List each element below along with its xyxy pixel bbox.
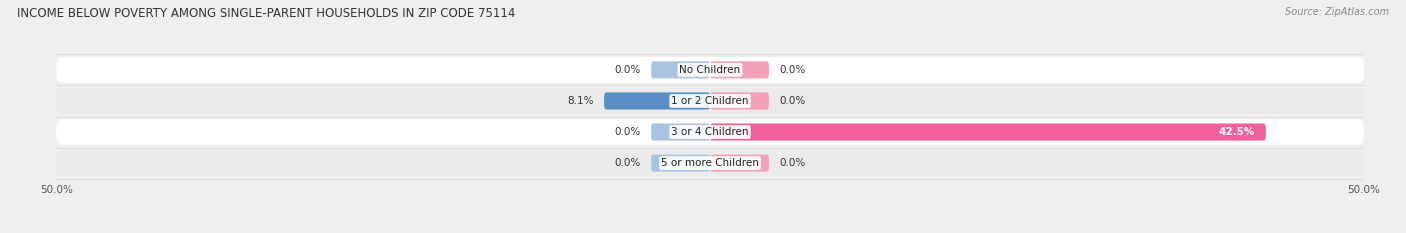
FancyBboxPatch shape	[605, 93, 710, 110]
FancyBboxPatch shape	[56, 119, 1364, 145]
Text: 0.0%: 0.0%	[779, 65, 806, 75]
Text: 42.5%: 42.5%	[1219, 127, 1256, 137]
FancyBboxPatch shape	[56, 88, 1364, 114]
Text: 0.0%: 0.0%	[779, 96, 806, 106]
Text: 5 or more Children: 5 or more Children	[661, 158, 759, 168]
FancyBboxPatch shape	[651, 61, 710, 79]
Text: 0.0%: 0.0%	[614, 65, 641, 75]
FancyBboxPatch shape	[710, 154, 769, 172]
Text: Source: ZipAtlas.com: Source: ZipAtlas.com	[1285, 7, 1389, 17]
Text: 0.0%: 0.0%	[779, 158, 806, 168]
Text: 8.1%: 8.1%	[567, 96, 593, 106]
FancyBboxPatch shape	[651, 123, 710, 140]
FancyBboxPatch shape	[710, 123, 1265, 140]
Text: INCOME BELOW POVERTY AMONG SINGLE-PARENT HOUSEHOLDS IN ZIP CODE 75114: INCOME BELOW POVERTY AMONG SINGLE-PARENT…	[17, 7, 515, 20]
Text: 0.0%: 0.0%	[614, 158, 641, 168]
Text: 0.0%: 0.0%	[614, 127, 641, 137]
FancyBboxPatch shape	[56, 150, 1364, 176]
FancyBboxPatch shape	[651, 154, 710, 172]
FancyBboxPatch shape	[710, 61, 769, 79]
Text: No Children: No Children	[679, 65, 741, 75]
FancyBboxPatch shape	[56, 57, 1364, 83]
Text: 3 or 4 Children: 3 or 4 Children	[671, 127, 749, 137]
Text: 1 or 2 Children: 1 or 2 Children	[671, 96, 749, 106]
FancyBboxPatch shape	[710, 93, 769, 110]
